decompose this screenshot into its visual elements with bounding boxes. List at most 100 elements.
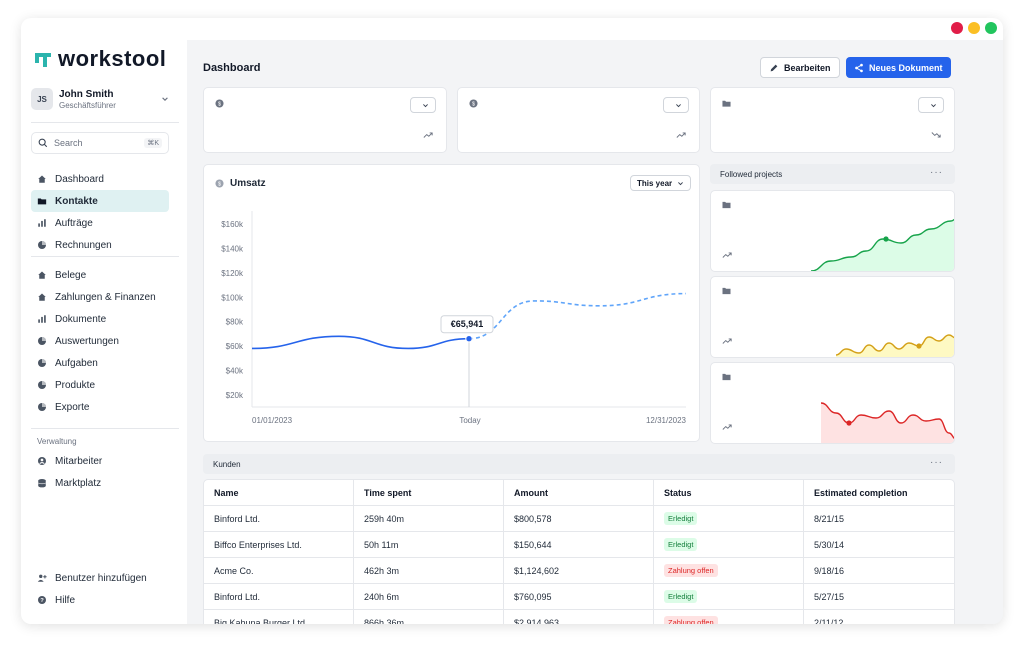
bar-chart-icon — [38, 315, 46, 323]
minimize-dot[interactable] — [968, 22, 980, 34]
sidebar-item-aufgaben[interactable]: Aufgaben — [31, 352, 169, 374]
table-cell: $1,124,602 — [504, 558, 654, 583]
y-tick-label: $60k — [226, 342, 244, 351]
folder-icon — [37, 198, 47, 205]
column-header[interactable]: Estimated completion — [814, 487, 908, 498]
nav-item-label: Marktplatz — [55, 477, 102, 489]
sidebar-item-belege[interactable]: Belege — [31, 264, 169, 286]
column-header[interactable]: Time spent — [354, 480, 504, 505]
nav-item-label: Benutzer hinzufügen — [55, 572, 147, 584]
nav-item-label: Auswertungen — [55, 335, 119, 347]
followed-project-card-2[interactable] — [710, 276, 955, 358]
logo[interactable]: workstool — [33, 46, 166, 71]
sidebar-item-benutzer-hinzufügen[interactable]: Benutzer hinzufügen — [31, 567, 169, 589]
kunden-header: Kunden ··· — [203, 454, 955, 474]
project-delta — [722, 337, 735, 345]
table-cell: 50h 11m — [354, 532, 504, 557]
more-icon[interactable]: ··· — [930, 167, 943, 178]
kunden-table: Name Time spent Amount Status Estimated comp… — [203, 479, 955, 624]
kunden-title: Kunden — [213, 460, 241, 469]
kpi-range-select[interactable] — [663, 97, 689, 113]
folder-icon — [722, 373, 731, 381]
trend-up-icon — [676, 132, 686, 138]
umsatz-chart-card: $ Umsatz This year $160k $140k $120k $100k $… — [203, 164, 700, 442]
status-badge: Erledigt — [664, 512, 698, 525]
share-icon — [855, 63, 863, 72]
sparkline-area — [811, 219, 954, 271]
chevron-down-icon — [162, 97, 168, 101]
folder-icon — [722, 287, 731, 295]
new-document-label: Neues Dokument — [869, 62, 943, 73]
maximize-dot[interactable] — [985, 22, 997, 34]
sparkline — [810, 218, 954, 271]
column-header[interactable]: Status — [654, 480, 804, 505]
home-icon — [38, 293, 46, 301]
table-cell: Erledigt — [654, 506, 804, 531]
table-row[interactable]: Binford Ltd. 259h 40m $800,578 Erledigt 8/21… — [204, 506, 954, 532]
table-cell: 5/30/14 — [814, 539, 845, 550]
pie-chart-icon — [38, 337, 46, 345]
divider — [31, 122, 179, 123]
sidebar: workstool JS John Smith Geschäftsführer … — [21, 40, 187, 624]
more-icon[interactable]: ··· — [930, 457, 943, 468]
sidebar-item-zahlungen-finanzen[interactable]: Zahlungen & Finanzen — [31, 286, 169, 308]
new-document-button[interactable]: Neues Dokument — [846, 57, 951, 78]
nav-item-label: Zahlungen & Finanzen — [55, 291, 156, 303]
kpi-card-2: $ — [457, 87, 700, 153]
nav-item-label: Dokumente — [55, 313, 107, 325]
table-cell: $760,095 — [504, 584, 654, 609]
table-row[interactable]: Biffco Enterprises Ltd. 50h 11m $150,644 Er… — [204, 532, 954, 558]
column-header[interactable]: Name — [204, 480, 354, 505]
chart-range-select[interactable]: This year — [630, 175, 692, 191]
table-cell: 2/11/12 — [814, 617, 844, 625]
table-row[interactable]: Acme Co. 462h 3m $1,124,602 Zahlung offen 9/… — [204, 558, 954, 584]
followed-project-card-3[interactable] — [710, 362, 955, 444]
sidebar-item-exporte[interactable]: Exporte — [31, 396, 169, 418]
x-tick-label: 12/31/2023 — [646, 416, 687, 425]
sidebar-item-mitarbeiter[interactable]: Mitarbeiter — [31, 450, 169, 472]
table-row[interactable]: Binford Ltd. 240h 6m $760,095 Erledigt 5/27/… — [204, 584, 954, 610]
pie-chart-icon — [38, 381, 46, 389]
app-window: workstool JS John Smith Geschäftsführer … — [21, 18, 1003, 624]
sparkline-marker — [883, 236, 889, 242]
sidebar-item-dokumente[interactable]: Dokumente — [31, 308, 169, 330]
search-box[interactable]: ⌘K — [31, 132, 169, 154]
sparkline — [820, 402, 954, 443]
table-cell: Binford Ltd. — [204, 506, 354, 531]
table-cell: $2,914,963 — [504, 610, 654, 624]
help-icon: ? — [38, 596, 46, 604]
sidebar-item-auswertungen[interactable]: Auswertungen — [31, 330, 169, 352]
search-input[interactable] — [54, 138, 134, 148]
sidebar-item-dashboard[interactable]: Dashboard — [31, 168, 169, 190]
user-menu[interactable]: JS John Smith Geschäftsführer — [31, 84, 169, 114]
kpi-range-select[interactable] — [918, 97, 944, 113]
sidebar-item-marktplatz[interactable]: Marktplatz — [31, 472, 169, 494]
followed-project-card-1[interactable] — [710, 190, 955, 272]
sidebar-item-kontakte[interactable]: Kontakte — [31, 190, 169, 212]
forecast-line — [468, 292, 687, 340]
today-point[interactable] — [465, 335, 473, 343]
search-icon — [38, 138, 48, 148]
table-row[interactable]: Big Kahuna Burger Ltd. 866h 36m $2,914,963… — [204, 610, 954, 624]
kpi-title: $ — [469, 99, 484, 108]
trend-down-icon — [931, 132, 941, 138]
kpi-range-select[interactable] — [410, 97, 436, 113]
kpi-title: $ — [215, 99, 230, 108]
nav-item-label: Aufgaben — [55, 357, 98, 369]
umsatz-chart-title-text: Umsatz — [230, 178, 266, 189]
nav-item-label: Aufträge — [55, 217, 93, 229]
nav-item-label: Produkte — [55, 379, 96, 391]
chevron-down-icon — [676, 103, 681, 107]
column-header[interactable]: Amount — [504, 480, 654, 505]
project-delta — [722, 251, 735, 259]
sidebar-item-produkte[interactable]: Produkte — [31, 374, 169, 396]
sparkline-line — [835, 334, 954, 356]
sidebar-item-hilfe[interactable]: ? Hilfe — [31, 589, 169, 611]
table-header-row: Name Time spent Amount Status Estimated comp… — [204, 480, 954, 506]
pie-chart-icon — [38, 241, 46, 249]
sidebar-item-aufträge[interactable]: Aufträge — [31, 212, 169, 234]
close-dot[interactable] — [951, 22, 963, 34]
edit-button[interactable]: Bearbeiten — [760, 57, 840, 78]
avatar: JS — [31, 88, 53, 110]
sidebar-item-rechnungen[interactable]: Rechnungen — [31, 234, 169, 256]
